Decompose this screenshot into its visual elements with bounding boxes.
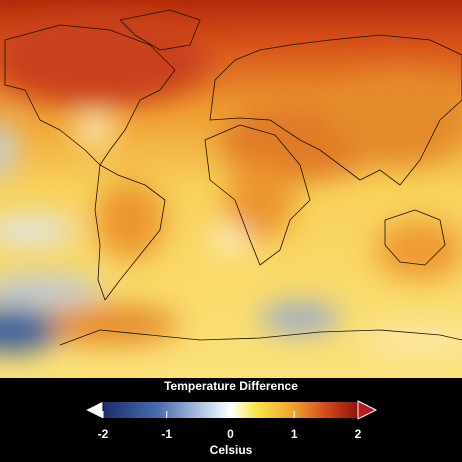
- colorbar-high-arrow: [357, 400, 378, 420]
- colorbar-title: Temperature Difference: [164, 379, 298, 393]
- map: [0, 0, 462, 378]
- colorbar-label: Celsius: [210, 443, 253, 457]
- coastlines: [4, 9, 462, 346]
- colorbar-tick-label: -2: [98, 427, 109, 441]
- colorbar-low-arrow: [83, 400, 104, 420]
- colorbar-tick-label: 2: [355, 427, 362, 441]
- colorbar-tick-label: 1: [291, 427, 298, 441]
- colorbar-tick-label: 0: [227, 427, 234, 441]
- colorbar-tick-label: -1: [161, 427, 172, 441]
